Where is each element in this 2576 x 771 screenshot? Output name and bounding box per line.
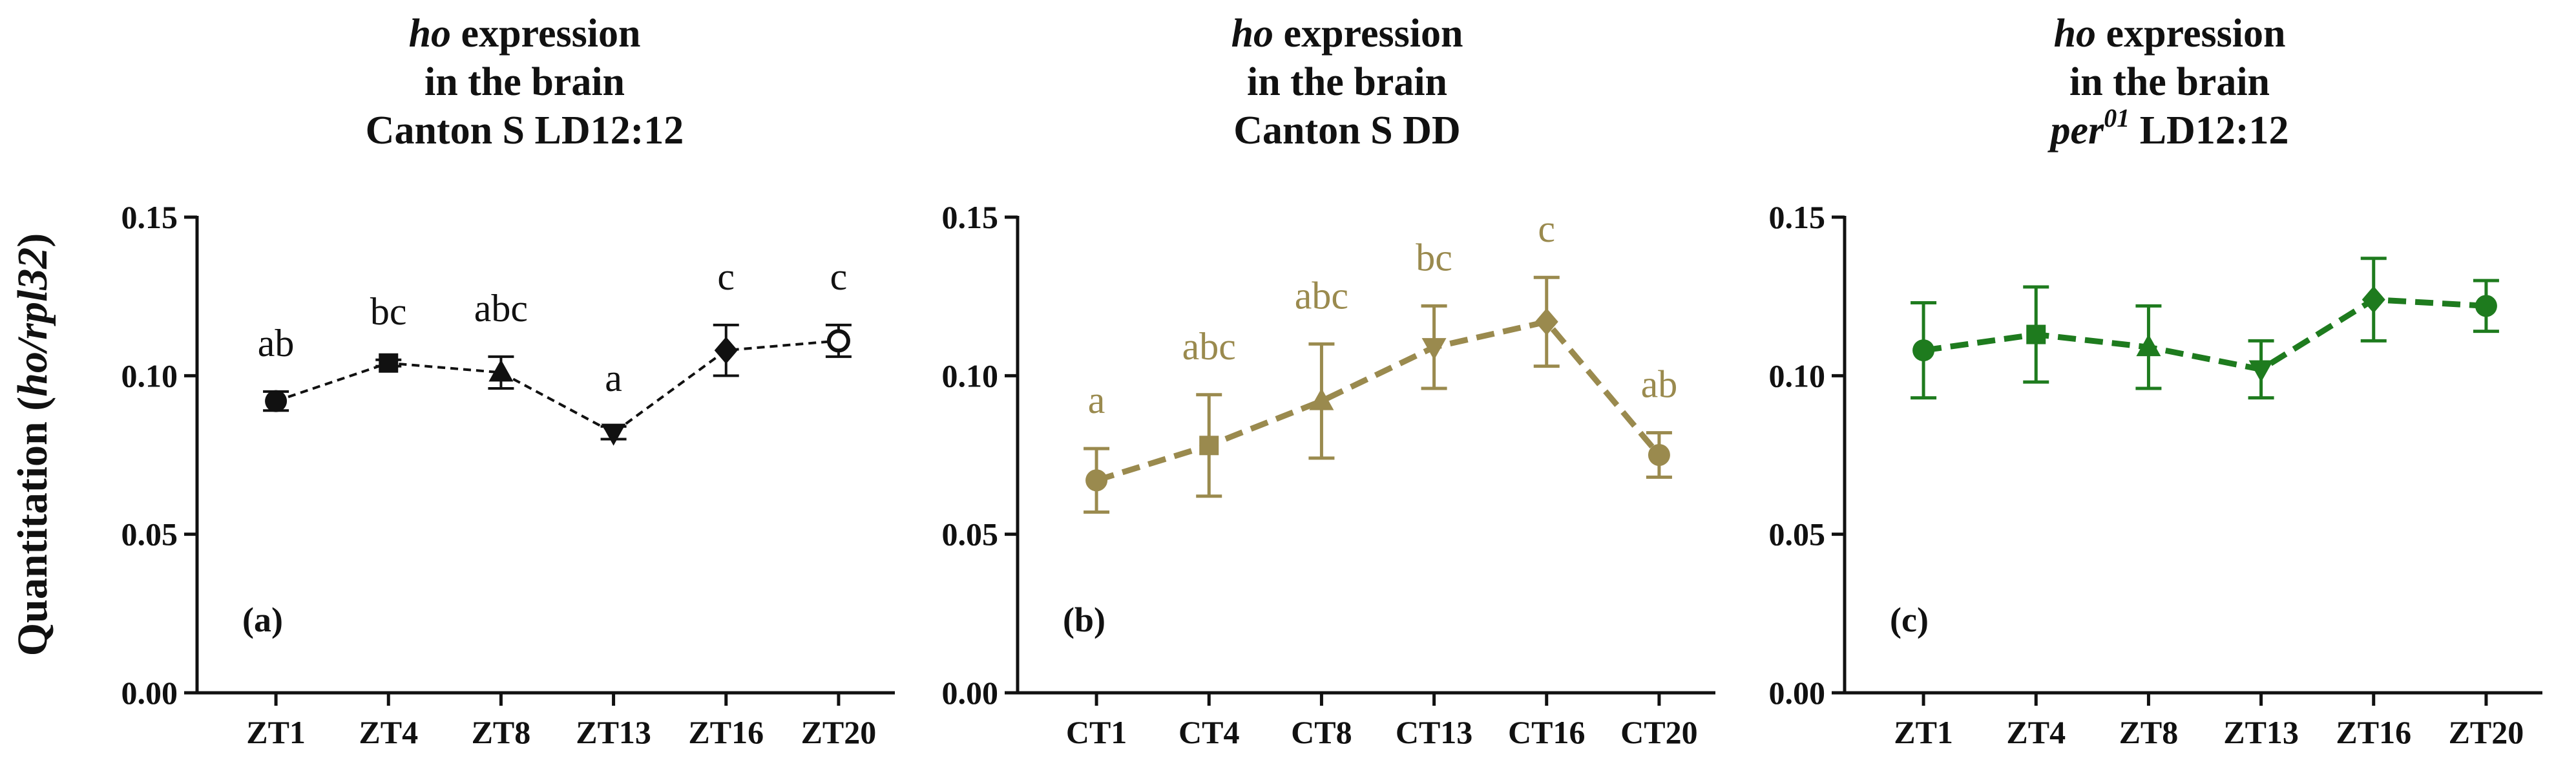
x-tick-label: ZT1 xyxy=(246,714,306,750)
series-line xyxy=(1095,318,1662,483)
x-tick-label: CT20 xyxy=(1620,714,1697,750)
title-text: Canton S DD xyxy=(1233,109,1460,153)
data-point xyxy=(2248,360,2274,383)
data-point xyxy=(1648,444,1670,466)
x-tick-label: CT8 xyxy=(1291,714,1352,750)
significance-label: ab xyxy=(1641,363,1678,406)
significance-label: bc xyxy=(1416,236,1452,279)
data-point xyxy=(265,390,288,412)
y-axis-label: Quantitation (ho/rpl32) xyxy=(9,233,56,657)
chart-title-line-2: in the brain xyxy=(424,60,625,104)
title-text: in the brain xyxy=(2069,60,2270,104)
y-tick-label: 0.15 xyxy=(121,199,178,235)
panel-label: (c) xyxy=(1890,600,1929,639)
data-point xyxy=(1199,436,1219,456)
significance-label: abc xyxy=(474,287,528,330)
significance-label: c xyxy=(830,255,848,298)
series-line xyxy=(1923,297,2487,373)
chart-title-line-3: per01 LD12:12 xyxy=(2047,103,2289,153)
x-tick-label: ZT1 xyxy=(1894,714,1953,750)
y-tick-label: 0.00 xyxy=(942,675,999,711)
significance-label: bc xyxy=(370,290,407,333)
x-tick-label: ZT13 xyxy=(576,714,651,750)
title-text: expression xyxy=(2096,12,2285,56)
significance-label: a xyxy=(1088,379,1105,421)
chart-title-line-3: Canton S DD xyxy=(1233,109,1460,153)
title-gene-name: ho xyxy=(409,12,451,56)
data-point xyxy=(601,423,626,446)
significance-label: abc xyxy=(1182,325,1236,368)
y-tick-label: 0.10 xyxy=(121,357,178,394)
title-text: expression xyxy=(1273,12,1463,56)
x-tick-label: ZT4 xyxy=(2006,714,2066,750)
data-point xyxy=(714,337,738,364)
significance-label: c xyxy=(717,255,735,298)
y-tick-label: 0.05 xyxy=(1769,516,1826,553)
chart-title-line-3: Canton S LD12:12 xyxy=(366,109,684,153)
y-axis-label-suffix: ) xyxy=(9,233,56,248)
chart-title-line-1: ho expression xyxy=(2054,12,2286,56)
data-point xyxy=(2136,334,2161,357)
title-genotype: per xyxy=(2047,109,2105,153)
data-point xyxy=(1912,339,1935,362)
y-axis-label-italic: ho/rpl32 xyxy=(9,248,56,397)
data-point xyxy=(2361,286,2385,313)
title-superscript: 01 xyxy=(2104,103,2130,132)
x-tick-label: CT4 xyxy=(1178,714,1239,750)
data-point xyxy=(2026,324,2046,344)
significance-label: abc xyxy=(1295,274,1348,317)
chart-title-line-2: in the brain xyxy=(1247,60,1447,104)
chart-title-line-2: in the brain xyxy=(2069,60,2270,104)
x-tick-label: ZT16 xyxy=(688,714,764,750)
data-point xyxy=(1534,308,1558,335)
title-text: Canton S LD12:12 xyxy=(366,109,684,153)
data-point xyxy=(379,353,399,373)
y-tick-label: 0.05 xyxy=(942,516,999,553)
y-tick-label: 0.15 xyxy=(942,199,999,235)
title-gene-name: ho xyxy=(1231,12,1273,56)
data-point xyxy=(1085,469,1108,492)
y-tick-label: 0.05 xyxy=(121,516,178,553)
x-tick-label: ZT8 xyxy=(472,714,531,750)
y-tick-label: 0.10 xyxy=(1769,357,1826,394)
title-text: expression xyxy=(451,12,640,56)
x-tick-label: ZT4 xyxy=(359,714,418,750)
panel-label: (a) xyxy=(242,600,283,639)
x-tick-label: ZT8 xyxy=(2119,714,2179,750)
x-tick-label: ZT16 xyxy=(2336,714,2411,750)
x-tick-label: CT13 xyxy=(1396,714,1472,750)
y-tick-label: 0.00 xyxy=(1769,675,1826,711)
y-tick-label: 0.15 xyxy=(1769,199,1826,235)
data-point xyxy=(1421,338,1447,361)
significance-label: c xyxy=(1538,207,1555,250)
y-tick-label: 0.10 xyxy=(942,357,999,394)
chart-title-line-1: ho expression xyxy=(409,12,641,56)
title-text: in the brain xyxy=(424,60,625,104)
y-axis-label-prefix: Quantitation ( xyxy=(9,397,56,657)
title-condition: LD12:12 xyxy=(2130,109,2288,153)
chart-title-line-1: ho expression xyxy=(1231,12,1463,56)
y-tick-label: 0.00 xyxy=(121,675,178,711)
x-tick-label: CT16 xyxy=(1508,714,1585,750)
series-line xyxy=(275,339,839,435)
title-text: in the brain xyxy=(1247,60,1447,104)
panel-label: (b) xyxy=(1063,600,1105,639)
title-gene-name: ho xyxy=(2054,12,2096,56)
x-tick-label: ZT13 xyxy=(2223,714,2299,750)
x-tick-label: CT1 xyxy=(1066,714,1127,750)
x-tick-label: ZT20 xyxy=(801,714,877,750)
data-point xyxy=(2475,295,2497,317)
significance-label: ab xyxy=(258,322,295,364)
data-point xyxy=(1309,388,1334,410)
data-point xyxy=(488,359,514,382)
data-point xyxy=(826,329,850,353)
significance-label: a xyxy=(605,357,622,399)
x-tick-label: ZT20 xyxy=(2449,714,2524,750)
